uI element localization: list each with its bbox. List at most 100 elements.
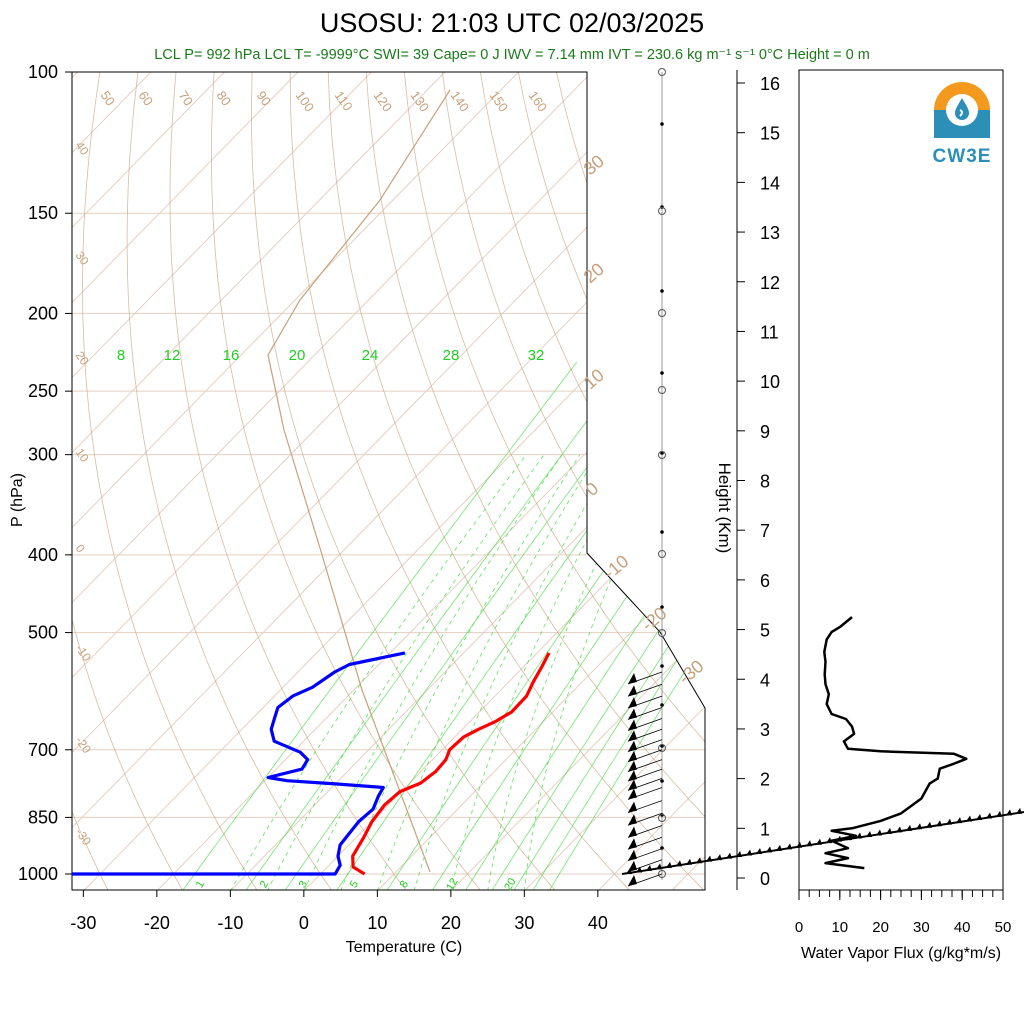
surface-barb-flag	[676, 860, 682, 867]
dry-adiabat-label: 0	[73, 542, 88, 556]
wind-barb	[627, 739, 663, 753]
y-tick-label: 1000	[18, 864, 58, 884]
wind-barb-flag	[628, 740, 637, 752]
isotherm-line	[72, 72, 705, 890]
dry-adiabat-label: -30	[73, 826, 95, 849]
isotherm-line	[745, 72, 1024, 891]
y-tick-label: 100	[28, 62, 58, 82]
mixing-ratio-line	[245, 361, 632, 890]
height-tick-label: 14	[760, 173, 780, 193]
height-dot	[660, 530, 664, 534]
mixing-ratio-line	[491, 361, 705, 890]
dry-adiabat-label: 20	[580, 259, 608, 287]
y-tick-label: 300	[28, 445, 58, 465]
skewt-frame	[71, 71, 706, 891]
height-circle-marker	[658, 550, 666, 558]
flux-axis-label: Water Vapor Flux (g/kg*m/s)	[801, 945, 1001, 962]
wind-barb-flag	[628, 719, 637, 731]
dry-adiabat-line	[556, 72, 705, 890]
surface-barb-flag	[836, 835, 842, 842]
x-axis: -30 -20 -10 0 10 20 30 40	[70, 890, 608, 933]
isotherm-line	[72, 72, 666, 890]
surface-barb-flag	[726, 852, 732, 859]
surface-barb-flag	[906, 824, 912, 831]
dry-adiabat-label: 120	[371, 88, 396, 114]
mixing-ratio-line	[464, 361, 705, 890]
flux-line	[823, 616, 968, 870]
wind-barb-flag	[628, 697, 637, 709]
height-dot	[660, 779, 664, 783]
surface-barb-flag	[896, 826, 902, 833]
height-circle-marker	[658, 309, 666, 317]
dry-adiabat-label: 150	[487, 88, 512, 114]
wind-barb	[627, 778, 663, 791]
flux-tick-label: 30	[913, 919, 930, 936]
isotherm-line	[72, 72, 446, 890]
height-dot	[660, 451, 664, 455]
wind-barb	[627, 695, 663, 709]
height-tick-label: 2	[760, 770, 770, 790]
wind-barb-flag	[628, 849, 637, 861]
mixing-ratio-label: 2	[258, 879, 271, 890]
dry-adiabat-line	[785, 72, 1024, 891]
height-axis-label: Height (Km)	[715, 463, 734, 554]
wind-barb	[627, 749, 663, 763]
surface-barb-flag	[746, 849, 752, 856]
dry-adiabat-line	[72, 72, 184, 890]
mixing-ratio-label: 16	[223, 347, 240, 364]
wind-barb	[627, 873, 663, 887]
y-axis: 100 150 200 250 300 400 500 700 850 1000	[18, 62, 72, 884]
isotherm-line	[0, 72, 4, 891]
wind-barb-flag	[628, 673, 637, 685]
surface-barb-flag	[986, 812, 992, 819]
isotherm-line	[156, 72, 705, 890]
wind-barb-flag	[628, 708, 637, 720]
wind-barb	[627, 812, 663, 826]
surface-barb-flag	[706, 855, 712, 862]
x-tick-label: 10	[367, 913, 387, 933]
wind-barb-flag	[628, 685, 637, 697]
dry-adiabat-label: -20	[73, 734, 95, 757]
mixing-ratio-label: 5	[348, 879, 361, 890]
wind-barb-flag	[628, 750, 637, 762]
cw3e-logo: CW3E	[927, 80, 997, 170]
surface-barb-flag	[786, 843, 792, 850]
moist-adiabat-line	[340, 454, 581, 890]
wind-barb	[627, 728, 663, 742]
mixing-ratio-label: 12	[164, 347, 181, 364]
height-tick-label: 0	[760, 869, 770, 889]
dry-adiabat-label: 130	[408, 88, 433, 114]
wind-barb	[627, 800, 663, 813]
wind-barb	[627, 707, 663, 720]
height-circle-marker	[658, 744, 666, 752]
height-dot	[660, 605, 664, 609]
water-drop-icon	[934, 82, 990, 138]
skewt-background	[0, 72, 1024, 891]
dry-adiabat-line	[251, 72, 556, 890]
surface-barb-flag	[646, 864, 652, 871]
mixing-ratio-label: 1	[194, 879, 207, 890]
dry-adiabat-label: 80	[214, 88, 235, 108]
mixing-ratio-label: 8	[398, 879, 411, 890]
moist-adiabat-line	[413, 454, 617, 890]
surface-barb-flag	[766, 846, 772, 853]
dry-adiabat-label: 0	[582, 478, 603, 500]
surface-barb-flag	[866, 830, 872, 837]
height-dot	[660, 664, 664, 668]
surface-barb-flag	[816, 838, 822, 845]
moist-adiabat-line	[450, 454, 635, 890]
temperature-line	[351, 652, 551, 876]
dry-adiabat-label: 10	[580, 365, 608, 393]
surface-barb-flag	[806, 840, 812, 847]
dry-adiabat-line	[365, 72, 705, 890]
mixing-ratio-line	[431, 361, 705, 890]
wind-barb	[627, 671, 663, 685]
x-tick-label: 40	[588, 913, 608, 933]
surface-barb-flag	[716, 854, 722, 861]
height-tick-label: 12	[760, 273, 780, 293]
dry-adiabat-label: 20	[73, 349, 92, 368]
dry-adiabat-line	[126, 72, 333, 890]
mixing-ratio-line	[284, 361, 665, 890]
dry-adiabat-line	[210, 72, 482, 890]
dry-adiabat-line	[594, 72, 705, 890]
